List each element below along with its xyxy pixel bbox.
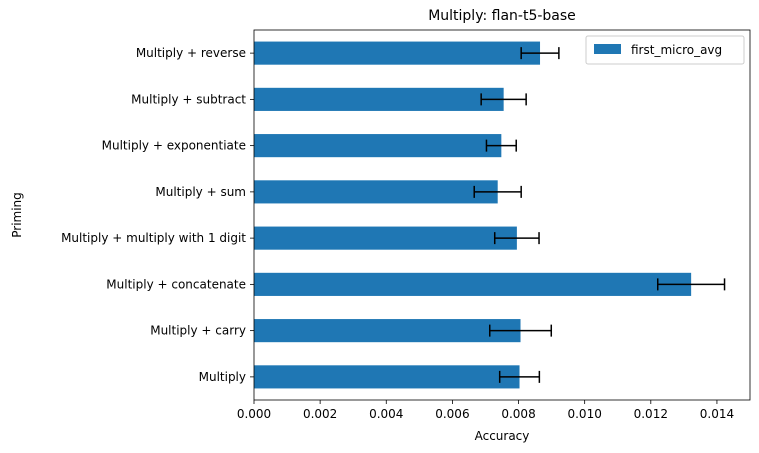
x-axis-label: Accuracy (475, 429, 530, 443)
x-tick-label: 0.014 (700, 407, 734, 421)
bar (254, 365, 520, 389)
legend-label: first_micro_avg (631, 43, 722, 57)
bar (254, 272, 692, 296)
error-bar (485, 139, 517, 152)
x-tick-label: 0.000 (237, 407, 271, 421)
bar (254, 134, 502, 158)
error-bar (480, 93, 527, 106)
legend-swatch (594, 44, 621, 54)
error-bar (520, 47, 560, 60)
x-tick-label: 0.012 (634, 407, 668, 421)
bars-group (254, 41, 692, 389)
y-tick-label: Multiply + multiply with 1 digit (61, 231, 246, 245)
x-tick-label: 0.004 (369, 407, 403, 421)
error-bar (489, 324, 553, 337)
error-bar (656, 278, 726, 291)
x-tick-label: 0.002 (303, 407, 337, 421)
y-tick-label: Multiply + concatenate (106, 277, 246, 291)
x-tick-label: 0.008 (501, 407, 535, 421)
bar (254, 180, 498, 204)
y-tick-label: Multiply + sum (155, 185, 246, 199)
error-bar (473, 185, 522, 198)
error-bar (493, 232, 540, 245)
legend-frame (585, 35, 745, 65)
y-tick-label: Multiply + exponentiate (102, 139, 246, 153)
legend: first_micro_avg (585, 35, 745, 65)
x-tick-label: 0.006 (435, 407, 469, 421)
bar (254, 226, 517, 250)
error-bar (498, 370, 541, 383)
y-axis-ticks: Multiply Multiply + carry Multiply + conca… (61, 46, 254, 384)
bar (254, 319, 521, 343)
bar (254, 87, 504, 111)
x-tick-label: 0.010 (567, 407, 601, 421)
y-tick-label: Multiply + carry (150, 324, 246, 338)
y-axis-label: Priming (10, 192, 24, 238)
x-axis-ticks: 0.000 0.002 0.004 0.006 0.008 0.010 0.012 0.014 (237, 400, 734, 421)
bar (254, 41, 541, 65)
y-tick-label: Multiply (199, 370, 246, 384)
y-tick-label: Multiply + reverse (136, 46, 246, 60)
plot-frame (253, 29, 751, 401)
y-tick-label: Multiply + subtract (131, 92, 246, 106)
chart-title: Multiply: flan-t5-base (428, 8, 576, 24)
error-bars-group (473, 47, 726, 383)
